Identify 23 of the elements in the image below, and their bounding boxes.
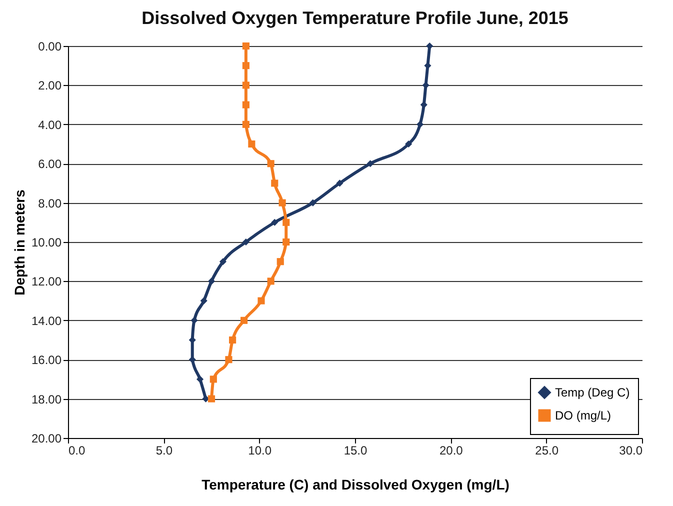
legend-label: Temp (Deg C) xyxy=(555,386,630,400)
x-tick-label: 0.0 xyxy=(68,444,86,458)
y-tick-label: 8.00 xyxy=(38,196,62,210)
y-tick-label: 2.00 xyxy=(38,78,62,93)
y-tick-label: 16.00 xyxy=(31,353,62,368)
y-axis-title: Depth in meters xyxy=(11,189,28,296)
x-tick-label: 5.0 xyxy=(156,444,173,458)
x-tick-label: 25.0 xyxy=(535,444,559,458)
y-tick-label: 4.00 xyxy=(38,118,62,132)
x-tick-label: 15.0 xyxy=(344,444,368,458)
y-tick-label: 12.00 xyxy=(31,274,62,289)
x-tick-label: 10.0 xyxy=(248,444,272,458)
legend-label: DO (mg/L) xyxy=(555,408,612,422)
y-tick-label: 0.00 xyxy=(38,40,62,54)
y-tick-label: 14.00 xyxy=(31,314,62,328)
x-tick-label: 30.0 xyxy=(619,444,643,458)
y-tick-label: 18.00 xyxy=(31,392,62,406)
chart-title: Dissolved Oxygen Temperature Profile June, 2015 xyxy=(142,8,568,28)
y-tick-label: 20.00 xyxy=(31,432,62,446)
y-tick-label: 10.00 xyxy=(31,236,62,250)
x-tick-label: 20.0 xyxy=(439,444,464,458)
y-tick-label: 6.00 xyxy=(38,157,62,172)
x-axis-title: Temperature (C) and Dissolved Oxygen (mg/L) xyxy=(202,476,510,492)
